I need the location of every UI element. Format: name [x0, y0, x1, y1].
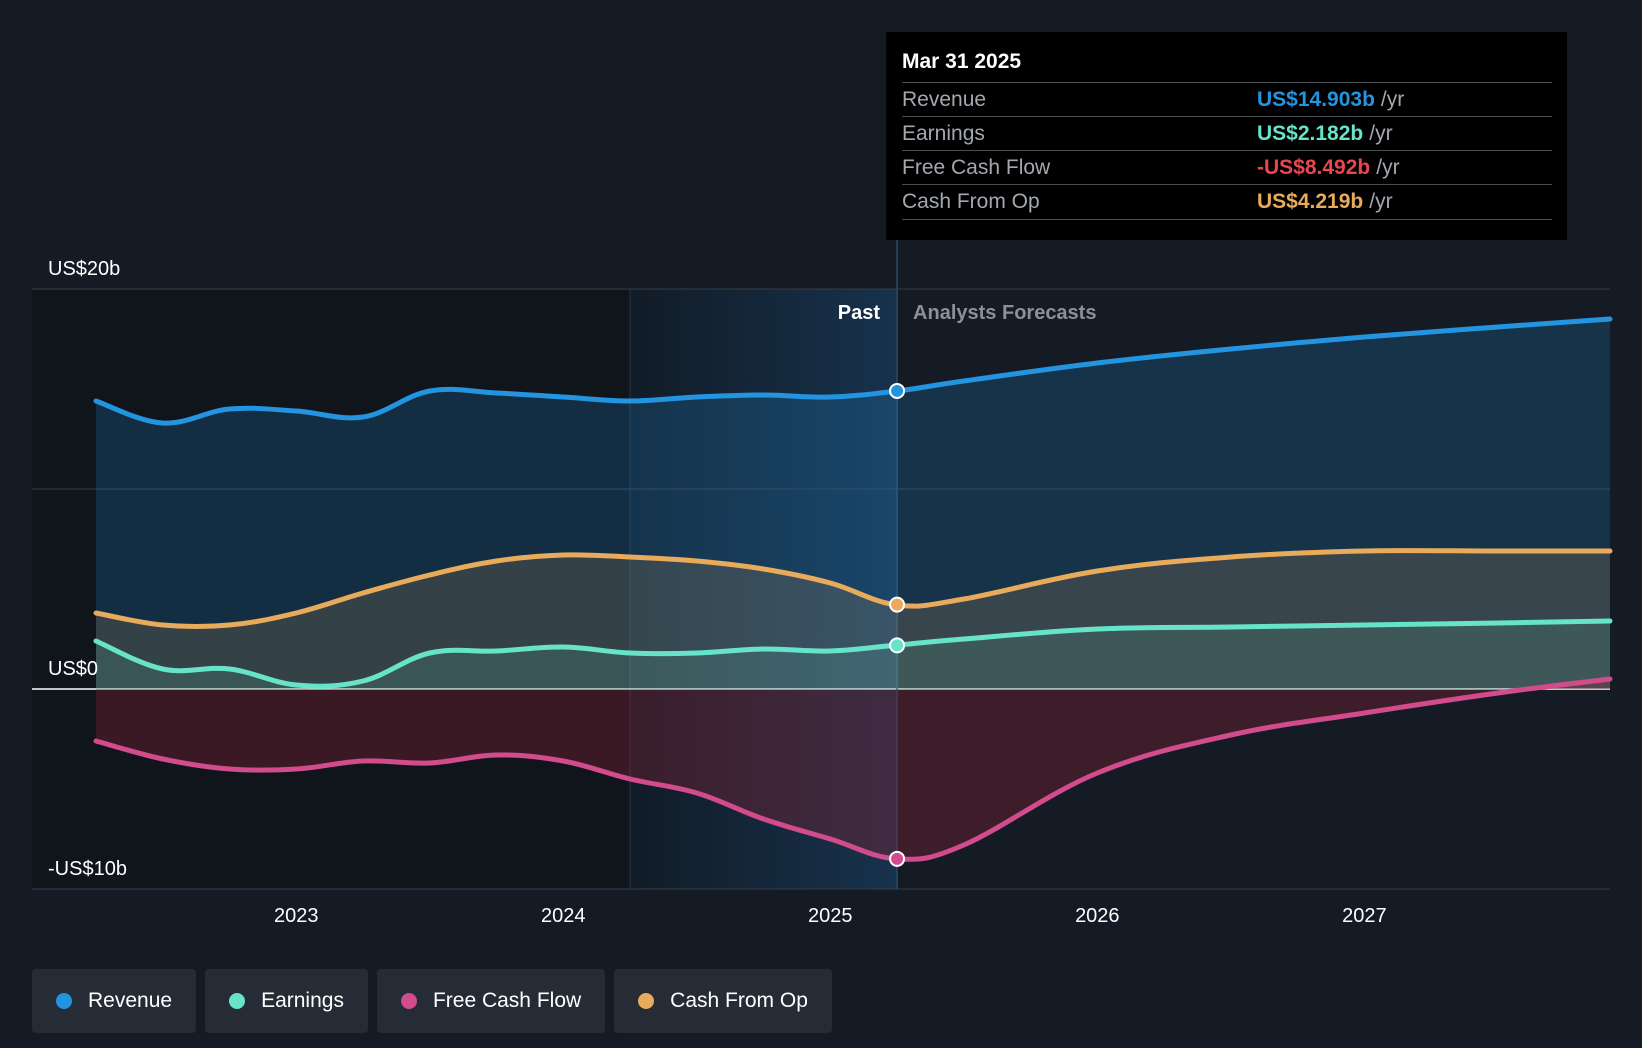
x-tick-label: 2023: [274, 905, 319, 927]
x-tick-label: 2025: [808, 905, 853, 927]
legend-item-earnings[interactable]: Earnings: [205, 969, 368, 1033]
fcf-marker: [889, 850, 906, 867]
legend-item-free-cash-flow[interactable]: Free Cash Flow: [376, 969, 606, 1033]
legend-label: Cash From Op: [670, 989, 808, 1012]
tooltip-row-revenue: Revenue US$14.903b/yr: [902, 82, 1552, 117]
revenue-dot-icon: [56, 993, 72, 1009]
revenue-marker: [889, 382, 906, 399]
legend-label: Free Cash Flow: [432, 989, 582, 1012]
tooltip-row-earnings: Earnings US$2.182b/yr: [902, 116, 1552, 151]
earnings-line: [93, 618, 1613, 689]
tooltip-label: Cash From Op: [902, 190, 1040, 213]
tooltip-label: Free Cash Flow: [902, 156, 1051, 179]
tooltip-value: US$14.903b/yr: [1257, 88, 1405, 111]
forecast-label: Analysts Forecasts: [913, 302, 1096, 324]
tooltip-value: US$4.219b/yr: [1257, 190, 1393, 213]
y-tick-label: US$20b: [48, 258, 120, 280]
past-label: Past: [838, 302, 881, 324]
legend-item-cash-from-op[interactable]: Cash From Op: [614, 969, 832, 1033]
revenue-area: [96, 319, 1610, 689]
y-tick-label: US$0: [48, 658, 98, 680]
legend: Revenue Earnings Free Cash Flow Cash Fro…: [32, 969, 832, 1033]
cfo-line: [93, 548, 1613, 630]
fcf-line: [93, 676, 1613, 862]
legend-item-revenue[interactable]: Revenue: [32, 969, 197, 1033]
y-tick-label: -US$10b: [48, 858, 127, 880]
earnings-dot-icon: [229, 993, 246, 1009]
x-tick-label: 2027: [1342, 905, 1387, 927]
tooltip-label: Earnings: [902, 122, 985, 145]
tooltip-date: Mar 31 2025: [902, 50, 1022, 73]
fcf-area: [96, 679, 1610, 860]
legend-label: Revenue: [88, 989, 173, 1012]
revenue-line: [93, 316, 1613, 426]
tooltip-value: -US$8.492b/yr: [1257, 156, 1400, 179]
x-tick-label: 2026: [1075, 905, 1120, 927]
tooltip: Mar 31 2025 Revenue US$14.903b/yr Earnin…: [886, 32, 1567, 240]
tooltip-row-cash-from-op: Cash From Op US$4.219b/yr: [902, 184, 1552, 220]
legend-label: Earnings: [261, 989, 344, 1012]
x-tick-label: 2024: [541, 905, 586, 927]
free-cash-flow-dot-icon: [400, 993, 417, 1009]
cash-from-op-dot-icon: [638, 993, 655, 1009]
tooltip-row-free-cash-flow: Free Cash Flow -US$8.492b/yr: [902, 150, 1552, 185]
tooltip-value: US$2.182b/yr: [1257, 122, 1393, 145]
earnings-marker: [889, 637, 906, 654]
cfo-area: [96, 550, 1610, 689]
cfo-marker: [889, 596, 906, 613]
tooltip-label: Revenue: [902, 88, 987, 111]
earnings-area: [96, 621, 1610, 689]
